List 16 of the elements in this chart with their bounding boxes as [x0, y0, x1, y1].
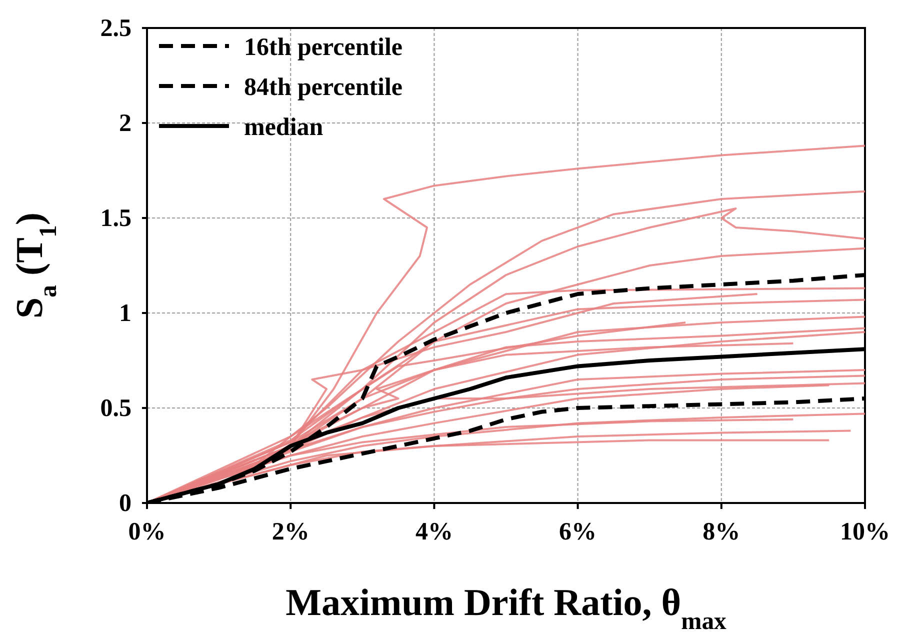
y-tick-label: 2.5 — [100, 15, 132, 42]
x-axis-title: Maximum Drift Ratio, θ$_{max}$ — [286, 582, 728, 632]
x-tick-label: 8% — [702, 518, 740, 546]
y-tick-label: 2 — [119, 110, 132, 137]
y-tick-label: 0.5 — [100, 395, 132, 422]
legend-label: 16th percentile — [244, 34, 403, 61]
legend-label: 84th percentile — [244, 74, 403, 101]
y-tick-label: 1 — [119, 300, 132, 327]
x-tick-label: 2% — [272, 518, 310, 546]
x-tick-label: 4% — [415, 518, 453, 546]
x-tick-label: 10% — [840, 518, 890, 546]
y-tick-label: 1.5 — [100, 205, 132, 232]
legend-label: median — [244, 114, 324, 141]
x-tick-label: 0% — [128, 518, 166, 546]
y-tick-label: 0 — [119, 490, 132, 517]
x-tick-label: 6% — [559, 518, 597, 546]
